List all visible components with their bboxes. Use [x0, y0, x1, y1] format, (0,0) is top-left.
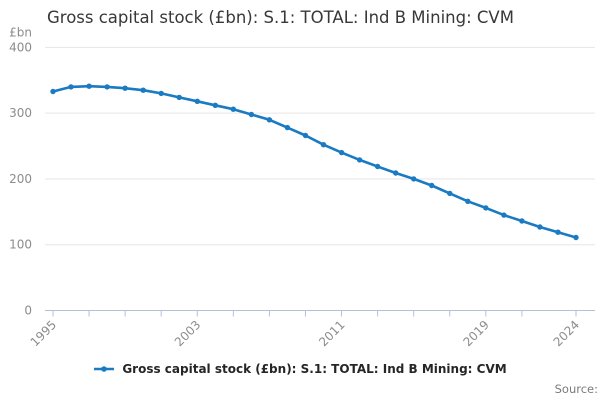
data-point — [86, 83, 92, 89]
x-axis-tick-label: 2003 — [172, 318, 203, 349]
data-point — [465, 198, 471, 204]
data-point — [429, 182, 435, 189]
data-point — [104, 84, 110, 90]
data-point — [356, 157, 363, 163]
data-point — [68, 84, 74, 90]
legend-series-label: Gross capital stock (£bn): S.1: TOTAL: I… — [122, 362, 507, 376]
data-point — [158, 90, 164, 97]
y-axis-tick-label: 100 — [9, 238, 32, 252]
data-point — [338, 149, 345, 156]
data-point — [320, 142, 327, 148]
data-point — [248, 111, 255, 118]
chart-legend: Gross capital stock (£bn): S.1: TOTAL: I… — [0, 362, 600, 376]
data-line — [51, 84, 578, 239]
data-point — [122, 85, 128, 91]
data-point — [140, 87, 146, 93]
source-attribution: Source: — [554, 382, 598, 396]
y-axis-tick-label: 300 — [9, 106, 32, 120]
data-point — [519, 218, 525, 224]
data-point — [555, 229, 561, 235]
legend-line-marker-icon — [94, 366, 115, 372]
data-point — [266, 117, 273, 123]
data-point — [447, 190, 453, 197]
line-chart-plot: 0 100 200 300 400£bn 1995 2003 2011 2019 2024 — [9, 25, 595, 349]
data-point — [393, 170, 399, 176]
data-point — [483, 205, 489, 211]
data-point — [50, 88, 56, 95]
x-axis-tick-label: 2024 — [551, 318, 582, 349]
y-axis-tick-label: 200 — [9, 172, 32, 186]
data-point — [501, 212, 507, 218]
data-point — [411, 176, 417, 182]
y-axis-tick-label: 0 — [24, 304, 32, 318]
data-point — [573, 234, 579, 241]
data-point — [212, 102, 218, 109]
x-axis-tick-label: 1995 — [28, 318, 59, 349]
y-axis-tick-label: 400 — [9, 40, 32, 54]
data-point — [230, 106, 236, 112]
x-axis-tick-label: 2019 — [460, 318, 491, 349]
data-point — [194, 98, 200, 105]
data-point — [537, 224, 543, 230]
y-axis-unit-label: £bn — [9, 25, 32, 39]
x-axis-tick-label: 2011 — [316, 318, 347, 349]
data-point — [176, 94, 182, 101]
data-point — [302, 132, 309, 139]
data-point — [374, 163, 381, 170]
data-point — [284, 124, 291, 131]
chart-title: Gross capital stock (£bn): S.1: TOTAL: I… — [47, 8, 514, 27]
